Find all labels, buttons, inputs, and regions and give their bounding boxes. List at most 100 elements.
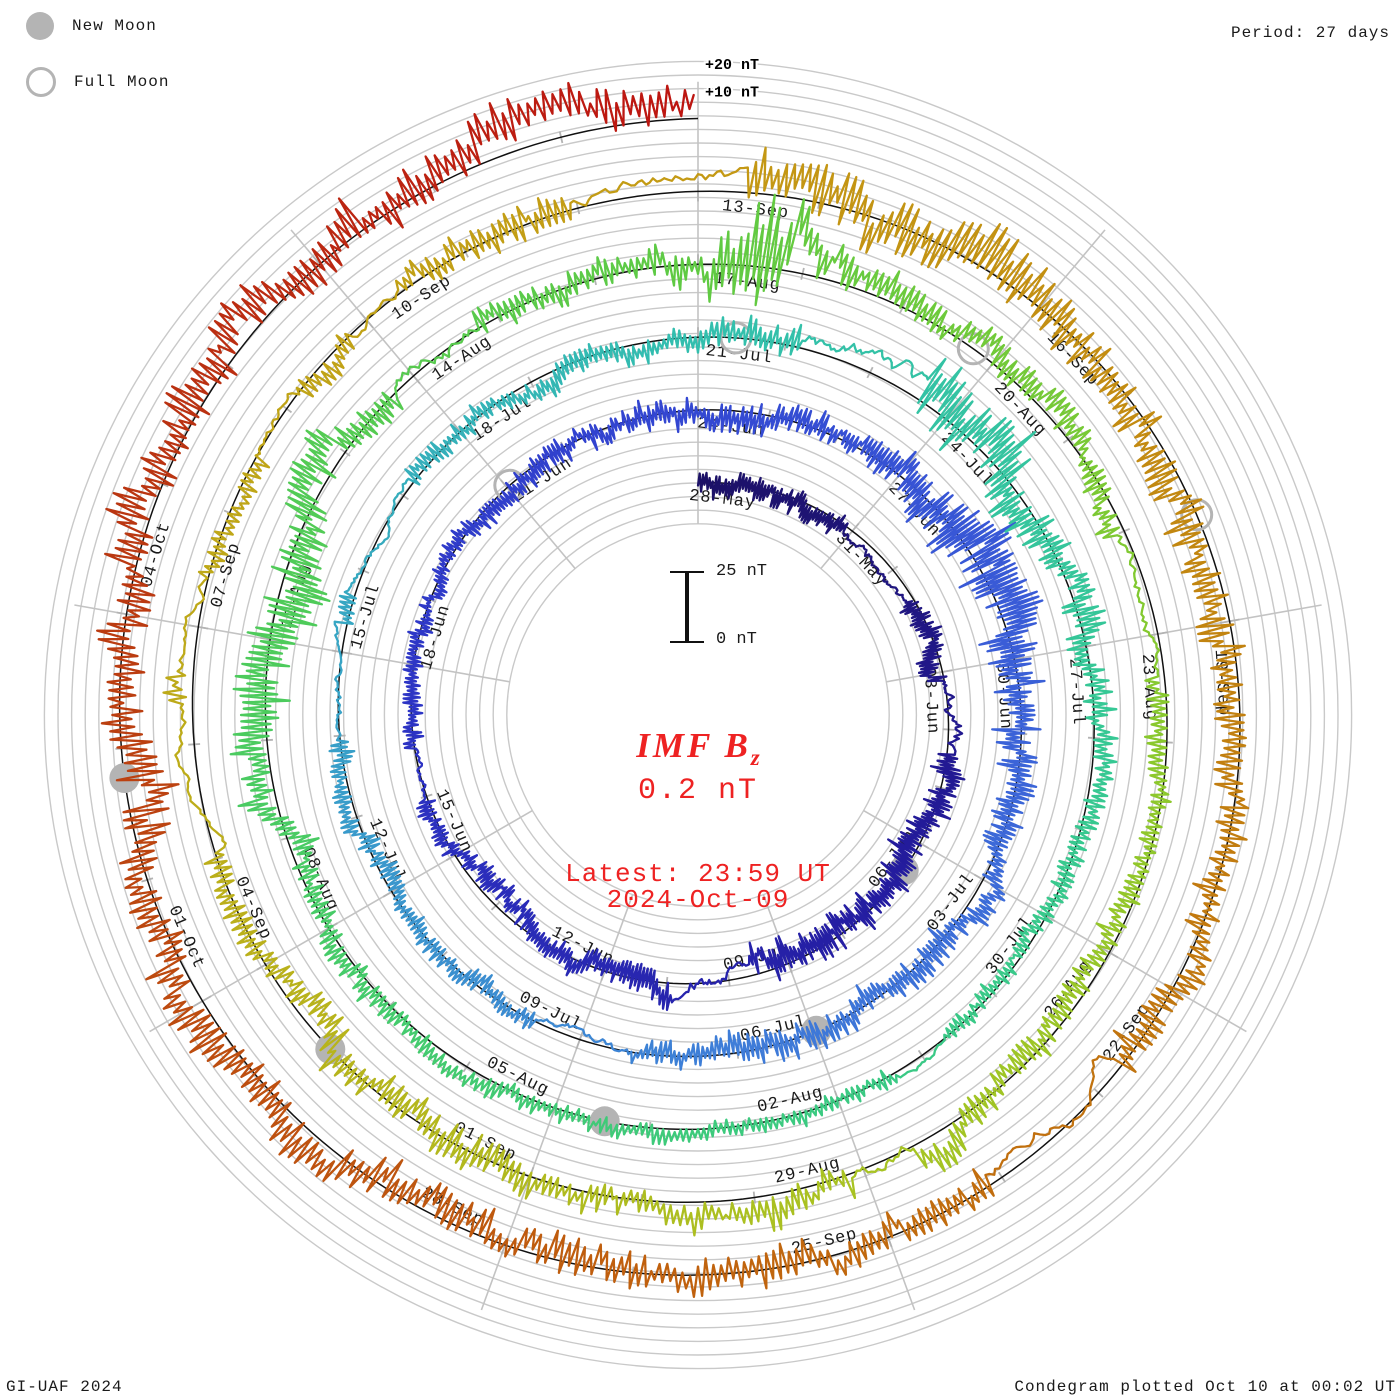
bz-trace-segment: [475, 865, 501, 891]
bz-trace-segment: [592, 1116, 619, 1140]
bz-trace-segment: [894, 1063, 922, 1079]
bz-trace-segment: [943, 697, 953, 717]
new-moon-icon: [26, 12, 54, 40]
bz-trace-segment: [513, 899, 534, 931]
bz-trace-segment: [466, 102, 508, 165]
bz-trace-segment: [973, 1072, 1006, 1111]
bz-trace-segment: [1215, 814, 1248, 854]
bz-trace-segment: [814, 243, 849, 280]
bz-trace-segment: [331, 781, 353, 809]
bz-trace-segment: [1133, 431, 1166, 468]
bz-trace-segment: [1144, 457, 1179, 502]
bz-trace-segment: [573, 1024, 594, 1041]
bz-trace-segment: [868, 1211, 900, 1255]
bz-trace-segment: [1005, 773, 1038, 801]
bz-trace-segment: [733, 405, 757, 435]
bz-trace-segment: [252, 951, 295, 981]
bz-trace-segment: [386, 495, 399, 520]
bz-trace-segment: [905, 491, 954, 530]
bz-trace-segment: [957, 1168, 995, 1212]
bz-trace-segment: [591, 1038, 614, 1050]
bz-trace-segment: [197, 559, 226, 588]
bz-trace-segment: [850, 1166, 879, 1200]
bz-trace-segment: [104, 532, 154, 570]
bz-trace-segment: [234, 656, 291, 690]
bz-trace-segment: [854, 891, 883, 930]
legend-full-moon: Full Moon: [26, 67, 169, 97]
bz-trace: [96, 81, 1250, 1299]
bz-trace-segment: [338, 805, 360, 830]
bz-trace-segment: [803, 927, 829, 961]
bz-trace-segment: [696, 1035, 721, 1067]
bz-trace-segment: [237, 796, 290, 826]
bz-trace-segment: [990, 809, 1024, 841]
bz-trace-segment: [825, 910, 853, 950]
bz-trace-segment: [186, 778, 202, 812]
chart-title-subscript: z: [750, 745, 760, 770]
bz-trace-segment: [763, 163, 805, 198]
bz-trace-segment: [224, 502, 250, 530]
bz-trace-segment: [586, 423, 610, 451]
bz-trace-segment: [630, 1039, 658, 1065]
full-moon-icon: [26, 67, 56, 97]
scale-top-label: 25 nT: [716, 562, 768, 581]
bz-trace-segment: [328, 736, 356, 763]
bz-trace-segment: [923, 503, 980, 548]
bz-trace-segment: [489, 1081, 521, 1103]
bz-trace-segment: [337, 645, 343, 672]
bz-trace-segment: [305, 426, 365, 450]
bz-trace-segment: [801, 1019, 829, 1050]
bz-trace-segment: [668, 255, 700, 291]
bz-trace-segment: [184, 585, 205, 619]
bz-trace-segment: [654, 1039, 678, 1066]
bz-trace-segment: [357, 842, 389, 868]
bz-trace-segment: [919, 1044, 940, 1067]
bz-trace-segment: [747, 1116, 778, 1134]
bz-trace-segment: [505, 1007, 536, 1030]
bz-trace-segment: [628, 962, 649, 992]
bz-trace-segment: [980, 420, 1037, 469]
bz-trace-segment: [922, 788, 953, 814]
bz-trace-segment: [603, 1186, 639, 1216]
bz-trace-segment: [165, 648, 187, 684]
bz-trace-segment: [1004, 505, 1055, 538]
bz-trace-segment: [1143, 713, 1169, 745]
bz-trace-segment: [550, 438, 573, 464]
bz-trace-segment: [915, 652, 942, 674]
bz-trace-segment: [434, 831, 460, 857]
bz-trace-segment: [903, 474, 934, 516]
bz-trace-segment: [781, 489, 805, 515]
bz-trace-segment: [1210, 644, 1246, 684]
bz-trace-segment: [382, 517, 391, 544]
bz-trace-segment: [916, 366, 967, 432]
bz-trace-segment: [386, 879, 407, 906]
bz-trace-segment: [947, 521, 1017, 565]
bz-trace-segment: [333, 600, 356, 625]
bz-trace-segment: [752, 403, 774, 438]
bz-trace-segment: [162, 681, 188, 717]
ring-date-label: 21-Jul: [705, 342, 774, 368]
bz-trace-segment: [236, 923, 267, 961]
bz-trace-segment: [980, 873, 1006, 902]
bz-trace-segment: [1083, 789, 1109, 820]
bz-trace-segment: [823, 1088, 850, 1112]
bz-trace-segment: [402, 660, 424, 680]
bz-trace-segment: [993, 671, 1046, 697]
bz-trace-segment: [465, 508, 492, 536]
bz-trace-segment: [774, 935, 796, 973]
bz-trace-segment: [640, 243, 671, 276]
bz-trace-segment: [1124, 856, 1150, 892]
bz-trace-segment: [440, 1060, 467, 1087]
bz-trace-segment: [119, 819, 171, 865]
bz-trace-segment: [502, 889, 522, 913]
bz-trace-segment: [560, 348, 585, 381]
bz-trace-segment: [148, 928, 187, 963]
bz-trace-segment: [334, 668, 343, 694]
grid-circle: [43, 60, 1353, 1370]
bz-trace-segment: [450, 520, 482, 545]
bz-trace-segment: [533, 931, 552, 958]
bz-trace-segment: [145, 955, 191, 1010]
bz-trace-segment: [279, 525, 328, 563]
bz-trace-segment: [978, 629, 1038, 659]
bz-trace-segment: [394, 899, 418, 927]
